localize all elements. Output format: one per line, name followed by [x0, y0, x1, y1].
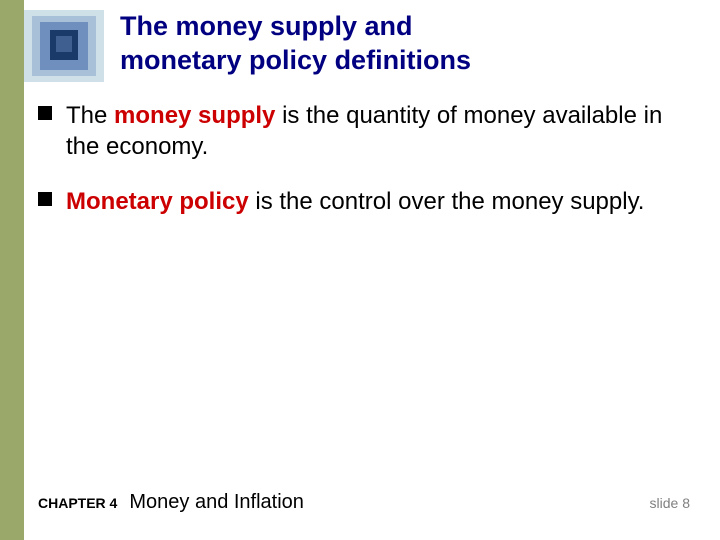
- bullet-term: money supply: [114, 102, 275, 129]
- sidebar-stripe: [0, 0, 24, 540]
- slide-footer: CHAPTER 4 Money and Inflation slide 8: [38, 491, 690, 514]
- bullet-prefix: The: [66, 102, 114, 129]
- footer-left: CHAPTER 4 Money and Inflation: [38, 491, 304, 514]
- bullet-rest: is the control over the money supply.: [249, 188, 645, 215]
- bullet-term: Monetary policy: [66, 188, 249, 215]
- bullet-list: The money supply is the quantity of mone…: [38, 100, 680, 242]
- title-line-2: monetary policy definitions: [120, 44, 700, 78]
- chapter-title: Money and Inflation: [129, 491, 304, 514]
- title-line-1: The money supply and: [120, 10, 700, 44]
- bullet-text: Monetary policy is the control over the …: [66, 186, 644, 217]
- bullet-item: Monetary policy is the control over the …: [38, 186, 680, 217]
- bullet-marker-icon: [38, 106, 52, 120]
- bullet-item: The money supply is the quantity of mone…: [38, 100, 680, 162]
- slide-number: slide 8: [650, 495, 690, 511]
- bullet-text: The money supply is the quantity of mone…: [66, 100, 680, 162]
- slide-title: The money supply and monetary policy def…: [120, 10, 700, 78]
- bullet-marker-icon: [38, 192, 52, 206]
- chapter-label: CHAPTER 4: [38, 495, 117, 511]
- corner-decorative-image: [24, 10, 104, 82]
